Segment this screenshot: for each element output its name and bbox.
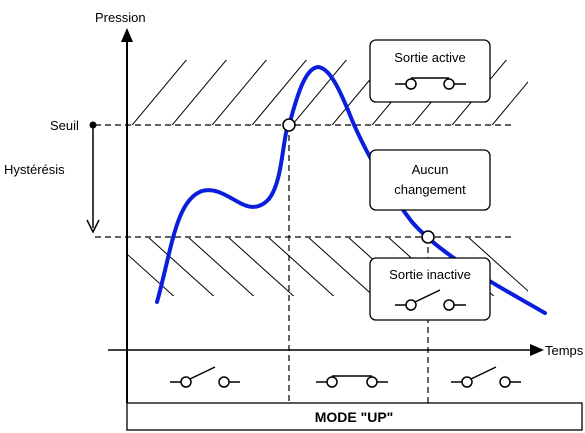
x-axis-label: Temps [545,343,584,358]
pressure-curve [155,64,547,315]
x-axis-arrow [530,344,544,356]
open-switch-icon [395,289,466,311]
upper-hatch-zone [131,60,528,125]
reset-crossing-marker [421,230,435,244]
y-axis-arrow [121,28,133,42]
callout-no-change-line2: changement [394,182,466,197]
closed-switch-icon [395,77,466,90]
threshold-crossing-marker [282,118,296,132]
threshold-label: Seuil [50,118,79,133]
callout-no-change: Aucun changement [369,149,491,211]
timeline-open-switch-icon-2 [451,366,521,388]
callout-active-label: Sortie active [394,50,466,65]
y-axis-label: Pression [95,10,146,25]
timeline-open-switch-icon [170,366,240,388]
timeline-closed-switch-icon [316,375,388,388]
hysteresis-arrow-head [86,219,100,234]
callout-inactive-label: Sortie inactive [389,267,471,282]
callout-no-change-line1: Aucun [412,162,449,177]
callout-output-active: Sortie active [369,39,491,103]
callout-output-inactive: Sortie inactive [369,257,491,321]
mode-banner [126,402,583,431]
mode-label: MODE "UP" [315,409,394,425]
hysteresis-label: Hystérésis [4,162,65,177]
